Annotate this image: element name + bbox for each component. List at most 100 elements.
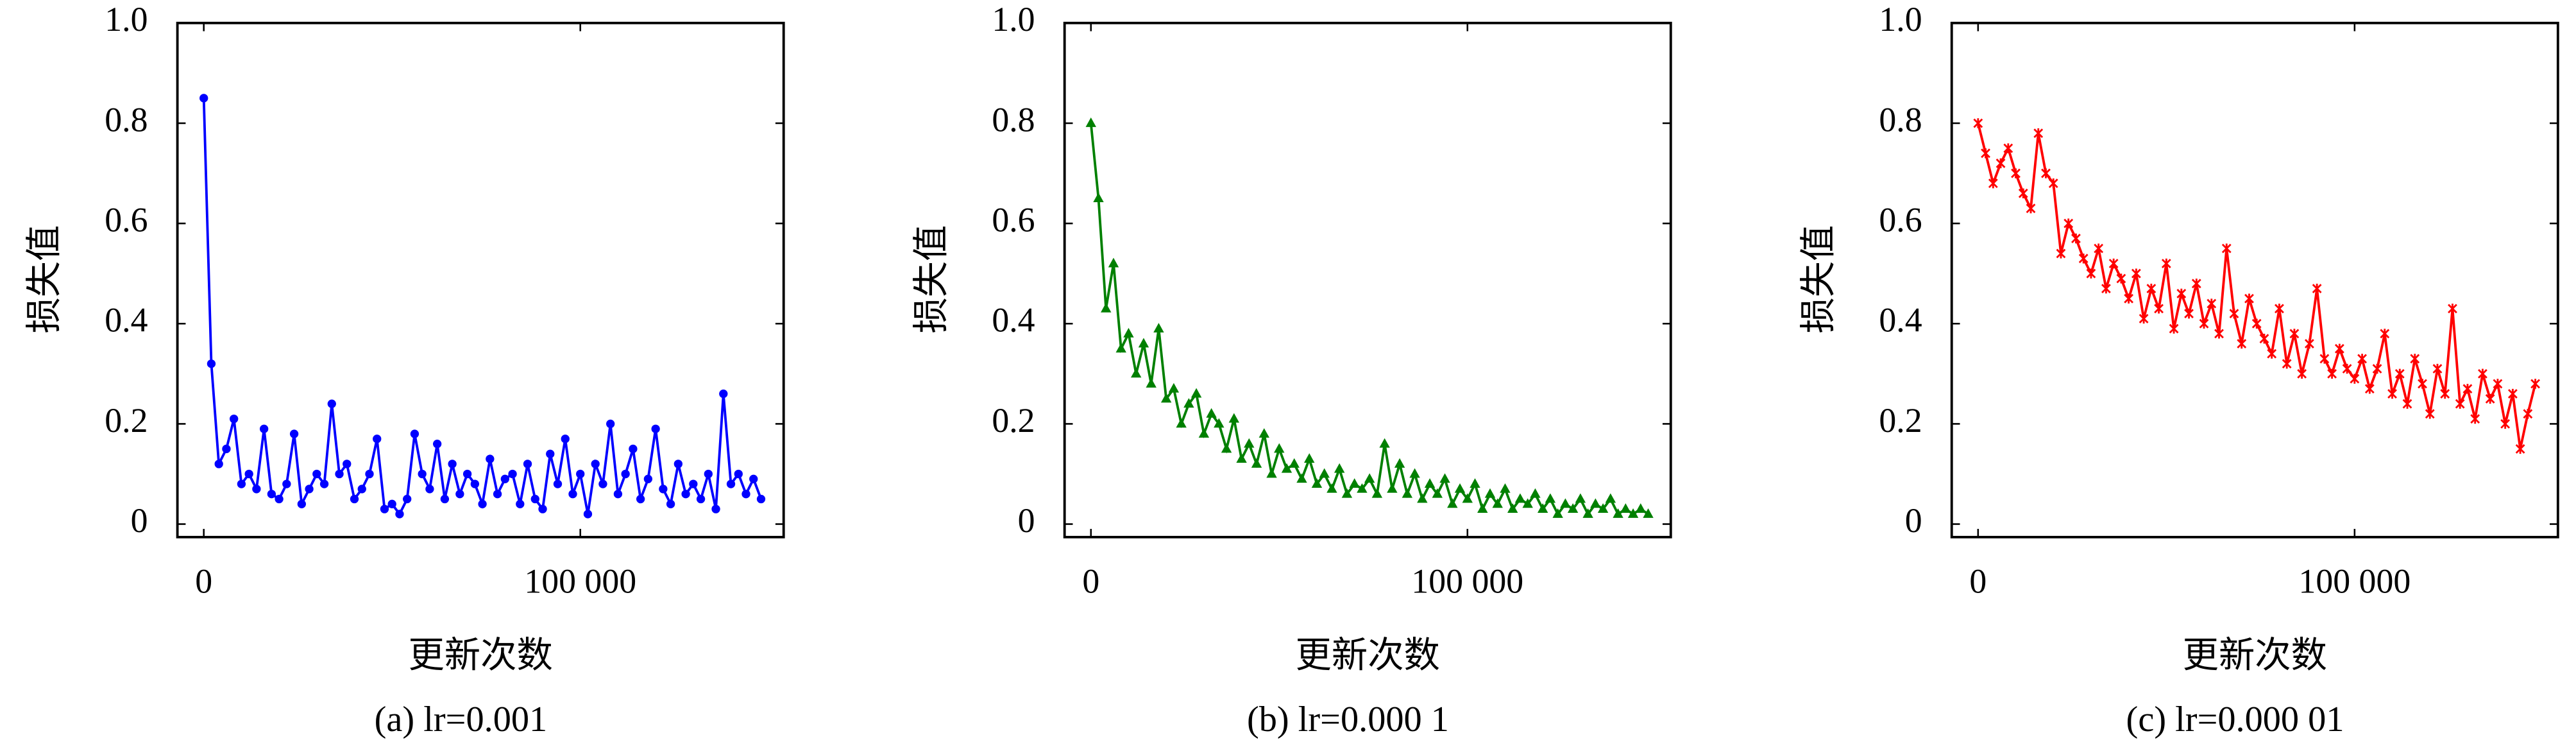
marker: [403, 494, 412, 504]
marker: [1274, 443, 1285, 453]
marker: [1620, 503, 1631, 513]
marker: [470, 479, 480, 488]
marker: [659, 485, 668, 494]
marker: [244, 469, 253, 479]
marker: [222, 444, 231, 454]
marker: [1417, 493, 1428, 503]
marker: [1387, 483, 1398, 493]
marker: [425, 485, 434, 494]
marker: [252, 485, 261, 494]
y-tick-label: 0.2: [1879, 401, 1922, 440]
marker: [1304, 453, 1315, 463]
marker: [2448, 304, 2457, 314]
marker: [576, 469, 585, 479]
marker: [546, 449, 555, 458]
marker: [418, 469, 427, 479]
marker: [508, 469, 517, 479]
marker: [2515, 443, 2525, 454]
marker: [2086, 268, 2096, 279]
marker: [2176, 288, 2187, 299]
marker: [606, 419, 615, 429]
data-line: [202, 98, 763, 517]
marker: [2394, 368, 2405, 379]
marker: [1613, 508, 1623, 518]
marker: [719, 389, 728, 399]
marker: [1258, 428, 1269, 438]
marker: [237, 479, 246, 488]
marker: [2207, 298, 2217, 309]
marker: [1228, 413, 1240, 423]
marker: [365, 469, 374, 479]
marker: [629, 444, 638, 454]
marker: [1160, 393, 1172, 403]
marker: [1462, 493, 1473, 503]
marker: [1432, 488, 1443, 498]
x-tick-label: 0: [195, 562, 212, 600]
marker: [1470, 478, 1480, 488]
marker: [2500, 418, 2511, 429]
marker: [568, 490, 577, 499]
marker: [621, 469, 630, 479]
y-tick-label: 0.8: [105, 100, 148, 139]
marker: [2191, 279, 2201, 289]
markers: [1085, 117, 1654, 518]
marker: [1349, 478, 1360, 488]
marker: [1357, 483, 1368, 493]
marker: [1394, 458, 1405, 468]
marker: [462, 469, 472, 479]
marker: [2342, 363, 2352, 374]
marker: [741, 490, 750, 499]
marker: [1251, 458, 1262, 468]
marker: [2056, 248, 2066, 259]
marker: [1296, 473, 1307, 483]
marker: [2003, 143, 2013, 153]
marker: [2214, 329, 2224, 339]
marker: [2319, 354, 2330, 364]
marker: [726, 479, 736, 488]
marker: [2048, 178, 2058, 189]
marker: [1439, 473, 1450, 483]
y-tick-label: 0.4: [1879, 301, 1922, 340]
marker: [1183, 398, 1194, 408]
y-tick-label: 1.0: [992, 0, 1035, 39]
x-tick-label: 0: [1082, 562, 1099, 600]
marker: [2507, 388, 2518, 399]
marker: [2432, 363, 2443, 374]
marker: [2312, 283, 2322, 294]
marker: [1552, 508, 1563, 518]
marker: [711, 504, 720, 513]
marker: [1484, 488, 1496, 498]
marker: [1597, 503, 1609, 513]
marker: [343, 460, 352, 469]
marker: [1530, 488, 1541, 498]
marker: [207, 359, 216, 368]
marker: [500, 474, 509, 483]
marker: [613, 490, 623, 499]
plot-frame: [1950, 21, 2559, 538]
marker: [493, 490, 502, 499]
marker: [432, 439, 442, 449]
marker: [734, 469, 743, 479]
marker: [2011, 168, 2021, 178]
marker: [312, 469, 321, 479]
marker: [297, 499, 306, 508]
marker: [267, 490, 276, 499]
marker: [561, 435, 570, 443]
marker: [2251, 318, 2262, 329]
marker: [2199, 318, 2209, 329]
marker: [643, 474, 653, 483]
y-tick-label: 0.4: [992, 301, 1035, 340]
marker: [1266, 468, 1277, 478]
marker: [674, 460, 682, 469]
marker: [1146, 378, 1157, 388]
marker: [2244, 293, 2254, 304]
marker: [410, 429, 419, 438]
marker: [1101, 302, 1112, 313]
marker: [2275, 304, 2284, 314]
x-tick-label: 0: [1969, 562, 1987, 600]
marker: [2410, 354, 2420, 364]
marker: [1454, 483, 1466, 493]
marker: [553, 479, 563, 488]
marker: [1244, 438, 1255, 448]
marker: [380, 504, 389, 513]
